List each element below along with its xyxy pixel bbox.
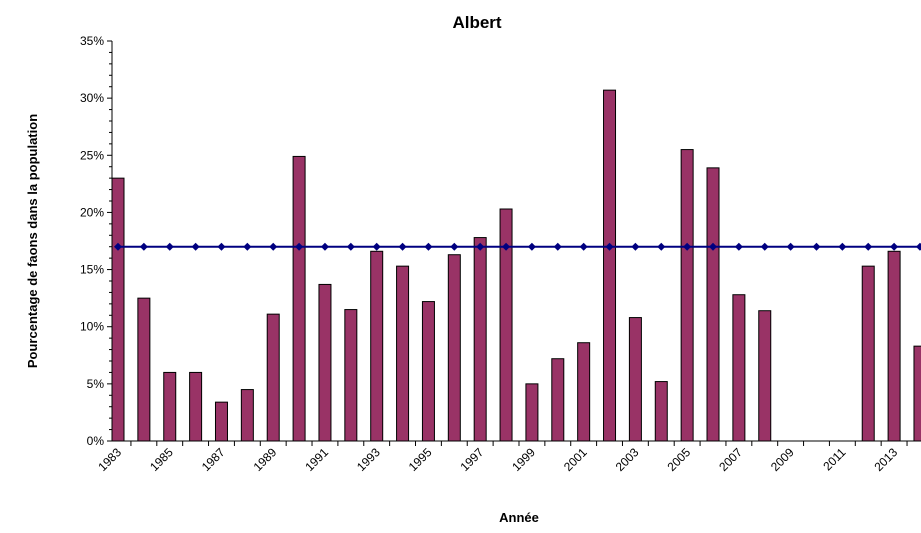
bar [240,389,254,442]
x-tick-label: 1983 [95,445,124,474]
x-tick-label: 1985 [147,445,176,474]
line-marker [709,242,718,251]
line-marker [269,242,278,251]
line-marker [579,242,588,251]
x-tick-label: 2001 [561,445,590,474]
line-marker [243,242,252,251]
x-tick-label: 2011 [820,445,848,473]
y-tick-label: 0% [87,434,105,448]
line-marker [191,242,200,251]
x-tick-label: 2005 [664,445,693,474]
line-marker [915,242,921,251]
x-tick-label: 2007 [716,445,745,474]
line-marker [657,242,666,251]
bar [551,358,565,442]
x-tick-label: 2009 [768,445,797,474]
x-tick-label: 2013 [871,445,900,474]
bar [499,208,513,442]
line-marker [217,242,226,251]
line-marker [683,242,692,251]
bar [447,254,461,442]
y-tick-label: 20% [80,205,104,219]
bar [137,297,151,442]
bar [732,294,746,442]
line-marker [527,242,536,251]
bar [214,401,228,442]
x-tick-label: 1999 [509,445,538,474]
line-marker [631,242,640,251]
line-marker [114,242,122,251]
bar [654,381,668,442]
bar [318,283,332,442]
bar [887,250,901,442]
x-tick-label: 1993 [354,445,383,474]
bar [628,317,642,442]
bar [913,345,921,442]
bar [396,265,410,442]
bar [292,155,306,442]
x-tick-label: 2003 [613,445,642,474]
x-tick-label: 1995 [406,445,435,474]
bar [370,250,384,442]
y-tick-label: 15% [80,263,104,277]
y-tick-label: 10% [80,320,104,334]
x-tick-label: 1987 [199,445,228,474]
line-marker [450,242,459,251]
line-marker [502,242,511,251]
line-marker [864,242,873,251]
line-marker [786,242,795,251]
y-tick-label: 30% [80,91,104,105]
bar [163,371,177,442]
line-marker [424,242,433,251]
x-tick-label: 1989 [251,445,280,474]
y-tick-label: 35% [80,34,104,48]
chart-title: Albert [452,13,501,32]
bar [758,310,772,442]
bar [525,383,539,442]
line-marker [476,242,485,251]
bar [706,167,720,442]
bar [577,342,591,442]
y-tick-label: 5% [87,377,105,391]
x-tick-label: 1997 [458,445,487,474]
bar [111,177,125,442]
line-marker [320,242,329,251]
line-marker [838,242,847,251]
x-tick-label: 1991 [302,445,331,474]
bar [603,89,617,442]
line-marker [812,242,821,251]
bar [680,149,694,442]
line-marker [760,242,769,251]
line-marker [346,242,355,251]
line-marker [139,242,148,251]
line-marker [734,242,743,251]
bar [861,265,875,442]
line-marker [890,242,899,251]
line-marker [398,242,407,251]
line-marker [372,242,381,251]
bar [266,313,280,442]
line-marker [165,242,174,251]
bar [473,237,487,442]
y-tick-label: 25% [80,148,104,162]
line-marker [605,242,614,251]
y-axis-title: Pourcentage de faons dans la population [25,114,40,368]
bar [189,371,203,442]
bar [344,309,358,442]
bar [421,301,435,442]
x-axis-title: Année [499,510,539,525]
line-marker [295,242,304,251]
line-marker [553,242,562,251]
